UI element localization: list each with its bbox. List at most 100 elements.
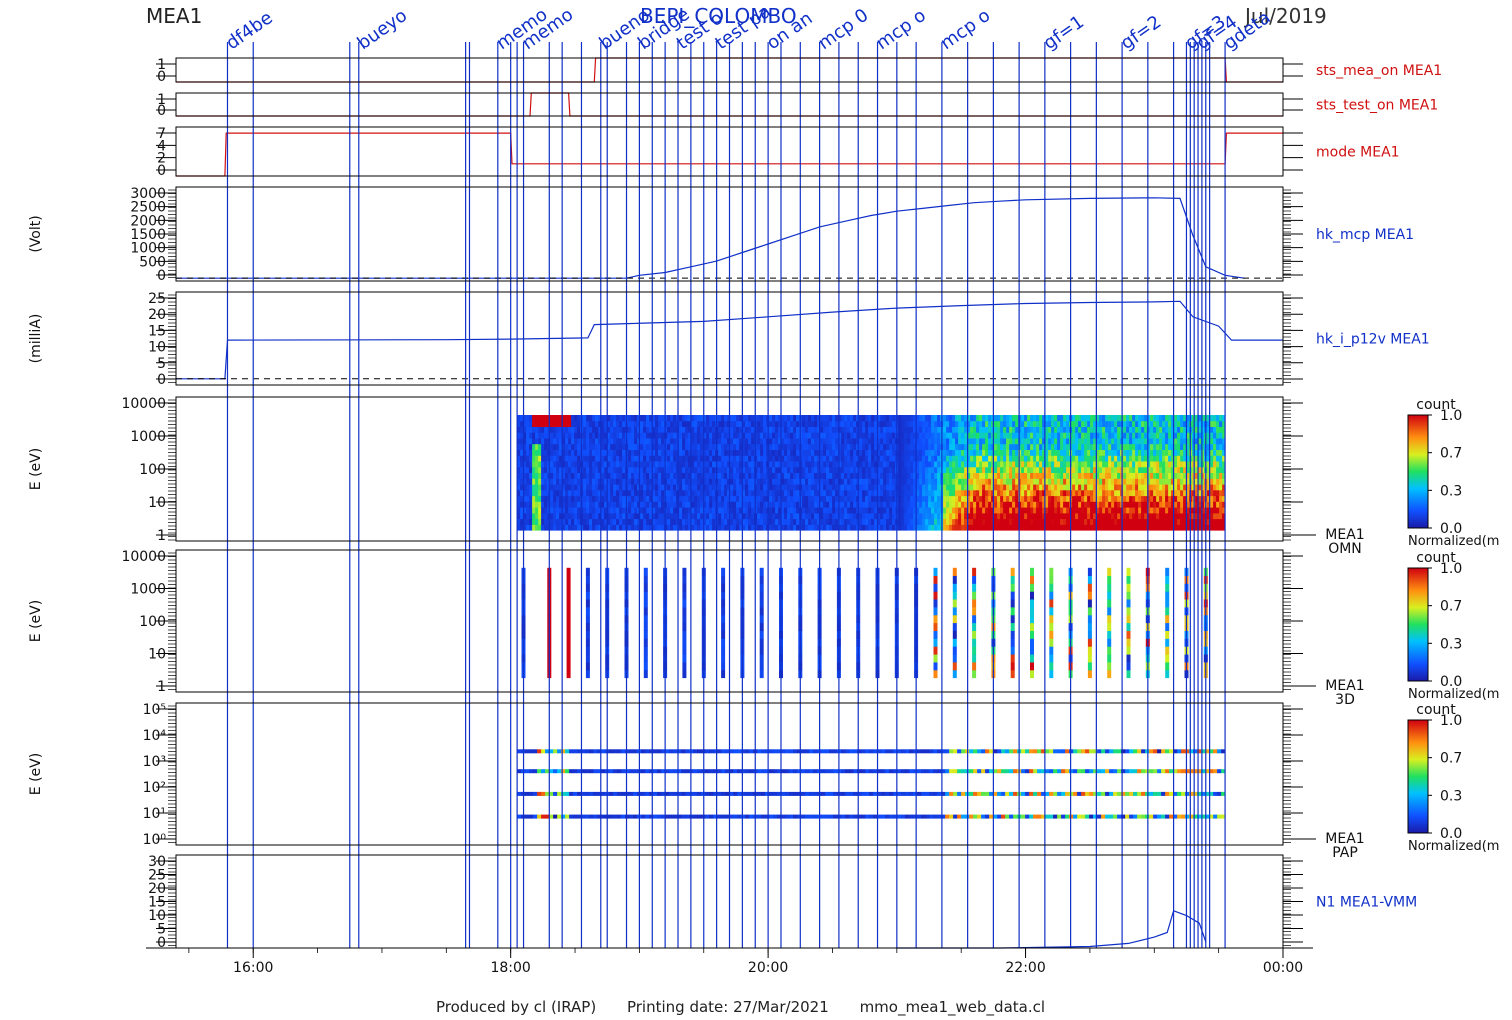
omn-pixel	[1135, 420, 1139, 427]
omn-pixel	[979, 495, 983, 502]
omn-pixel	[967, 438, 971, 445]
omn-pixel	[784, 495, 788, 502]
omn-pixel	[1021, 495, 1025, 502]
omn-pixel	[775, 484, 779, 491]
omn-pixel	[529, 466, 533, 473]
omn-pixel	[574, 501, 578, 508]
omn-pixel	[556, 484, 560, 491]
omn-pixel	[643, 432, 647, 439]
omn-pixel	[1162, 501, 1166, 508]
omn-pixel	[997, 512, 1001, 520]
omn-pixel	[1201, 438, 1205, 445]
omn-pixel	[652, 420, 656, 427]
omn-pixel	[1021, 478, 1025, 485]
omn-pixel	[1051, 426, 1055, 433]
omn-pixel	[1171, 507, 1175, 514]
omn-pixel	[802, 455, 806, 462]
omn-pixel	[955, 478, 959, 485]
omn-pixel	[1090, 461, 1094, 468]
omn-pixel	[1210, 524, 1214, 531]
omn-pixel	[577, 466, 581, 473]
omn-pixel	[649, 495, 653, 502]
omn-pixel	[955, 420, 959, 427]
omn-pixel	[775, 507, 779, 514]
omn-pixel	[922, 501, 926, 508]
omn-pixel	[712, 472, 716, 479]
omn-pixel	[757, 518, 761, 525]
omn-pixel	[1150, 426, 1154, 433]
omn-pixel	[601, 489, 605, 497]
omn-pixel	[853, 461, 857, 468]
omn-pixel	[814, 512, 818, 520]
omn-pixel	[1195, 507, 1199, 514]
omn-pixel	[1078, 426, 1082, 433]
omn-pixel	[1012, 501, 1016, 508]
omn-pixel	[802, 461, 806, 468]
omn-pixel	[955, 466, 959, 473]
omn-pixel	[1057, 518, 1061, 525]
omn-pixel	[853, 512, 857, 520]
omn-pixel	[928, 484, 932, 491]
omn-pixel	[598, 461, 602, 468]
omn-pixel	[550, 438, 554, 445]
omn-pixel	[1009, 507, 1013, 514]
omn-pixel	[700, 438, 704, 445]
omn-pixel	[946, 426, 950, 433]
omn-pixel	[649, 512, 653, 520]
omn-pixel	[703, 472, 707, 479]
omn-pixel	[649, 426, 653, 433]
omn-pixel	[1003, 507, 1007, 514]
omn-pixel	[1123, 507, 1127, 514]
omn-pixel	[1006, 489, 1010, 497]
omn-pixel	[820, 420, 824, 427]
omn-pixel	[901, 443, 905, 450]
omn-pixel	[1129, 472, 1133, 479]
omn-pixel	[529, 512, 533, 520]
omn-pixel	[1078, 466, 1082, 473]
omn-pixel	[1006, 495, 1010, 502]
omn-pixel	[568, 438, 572, 445]
omn-pixel	[850, 524, 854, 531]
omn-pixel	[568, 461, 572, 468]
omn-pixel	[1198, 512, 1202, 520]
omn-pixel	[994, 455, 998, 462]
omn-pixel	[613, 415, 617, 422]
omn-pixel	[982, 449, 986, 456]
omn-pixel	[1141, 495, 1145, 502]
omn-pixel	[604, 432, 608, 439]
omn-pixel	[757, 420, 761, 427]
omn-pixel	[1033, 415, 1037, 422]
omn-pixel	[838, 420, 842, 427]
omn-pixel	[862, 512, 866, 520]
omn-pixel	[928, 518, 932, 525]
omn-pixel	[979, 501, 983, 508]
omn-pixel	[577, 472, 581, 479]
omn-pixel	[544, 478, 548, 485]
omn-pixel	[1015, 415, 1019, 422]
omn-pixel	[712, 415, 716, 422]
omn-pixel	[685, 438, 689, 445]
omn-pixel	[988, 466, 992, 473]
omn-pixel	[859, 501, 863, 508]
omn-pixel	[1144, 426, 1148, 433]
omn-pixel	[802, 426, 806, 433]
omn-pixel	[934, 438, 938, 445]
omn-pixel	[1222, 472, 1226, 479]
omn-pixel	[925, 507, 929, 514]
omn-pixel	[805, 507, 809, 514]
omn-pixel	[892, 512, 896, 520]
omn-pixel	[886, 461, 890, 468]
omn-pixel	[1210, 420, 1214, 427]
omn-pixel	[901, 484, 905, 491]
omn-pixel	[673, 438, 677, 445]
omn-pixel	[643, 443, 647, 450]
omn-pixel	[1042, 420, 1046, 427]
omn-pixel	[1060, 438, 1064, 445]
omn-pixel	[595, 449, 599, 456]
omn-pixel	[745, 426, 749, 433]
omn-pixel	[805, 495, 809, 502]
omn-pixel	[664, 507, 668, 514]
burst-3d-pixel	[566, 607, 571, 616]
omn-pixel	[1198, 466, 1202, 473]
omn-pixel	[793, 518, 797, 525]
